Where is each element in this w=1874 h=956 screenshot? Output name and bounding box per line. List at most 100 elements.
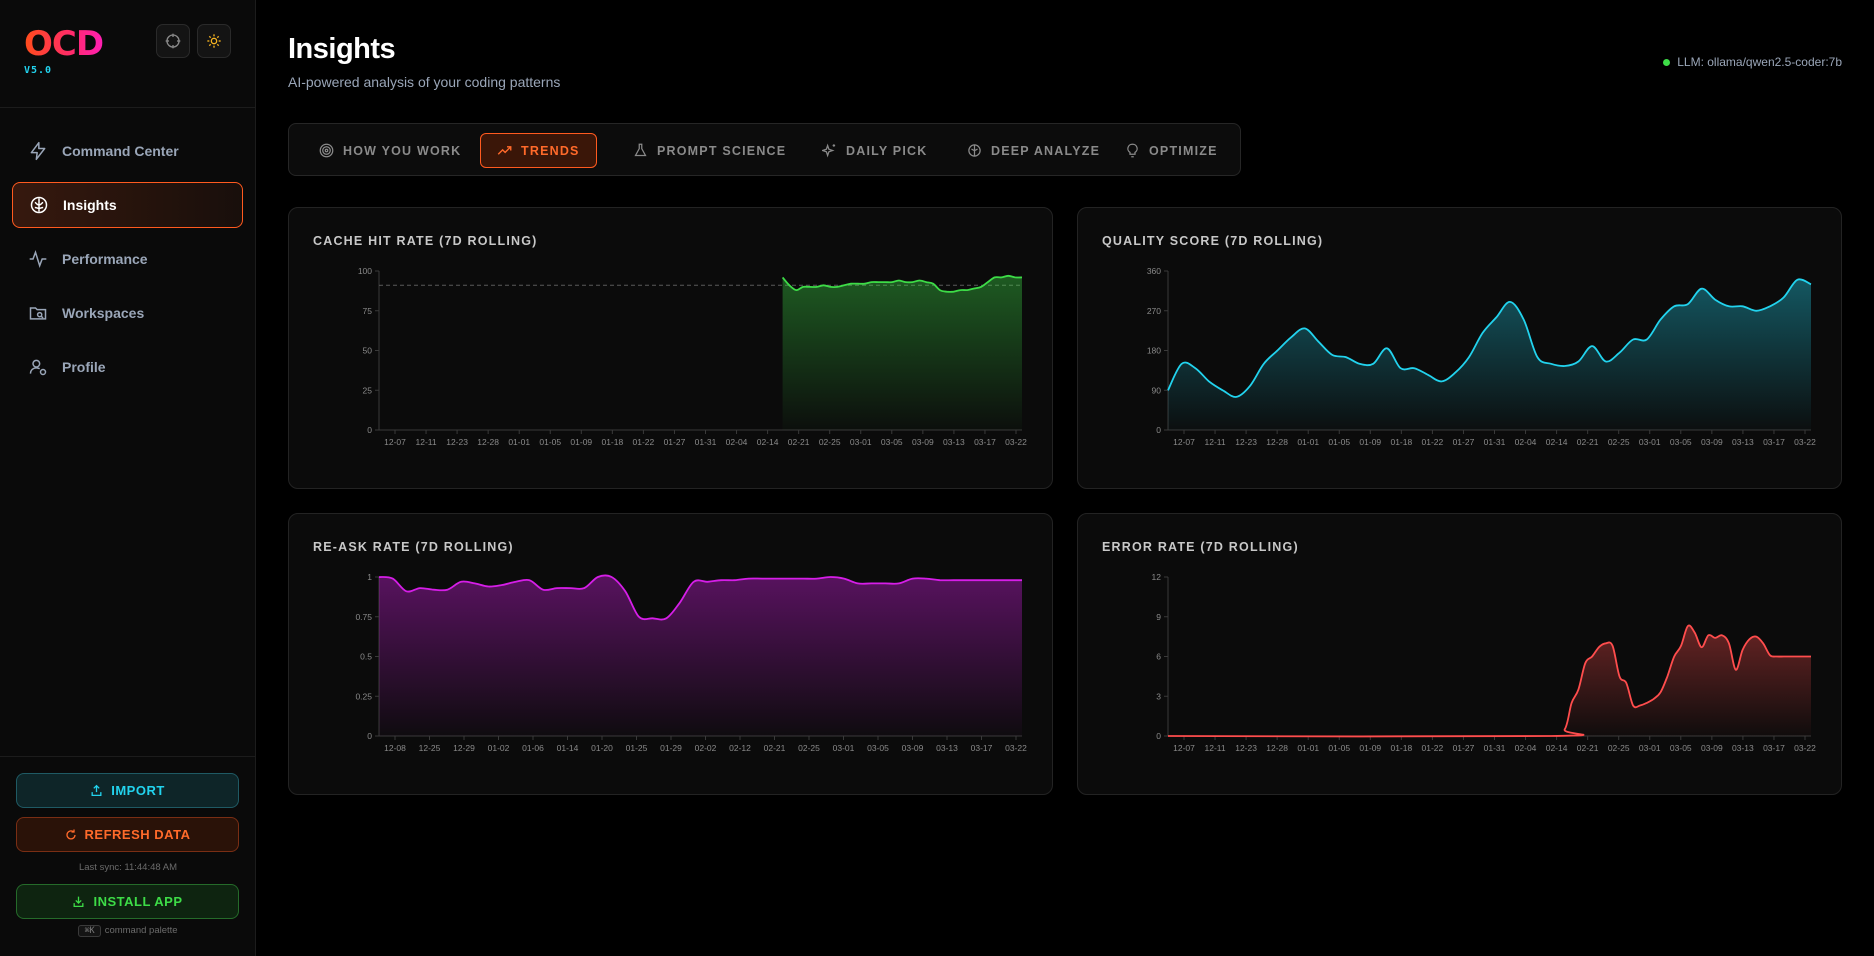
x-tick-label: 01-20 — [591, 743, 613, 753]
chart-title: CACHE HIT RATE (7D ROLLING) — [313, 234, 538, 248]
sidebar-item-profile[interactable]: Profile — [12, 344, 243, 390]
series-line — [378, 574, 1022, 621]
sidebar-item-performance[interactable]: Performance — [12, 236, 243, 282]
theme-toggle-button[interactable] — [197, 24, 231, 58]
tab-deep-analyze[interactable]: DEEP ANALYZE — [951, 133, 1116, 168]
y-tick-label: 12 — [1152, 572, 1162, 582]
x-tick-label: 12-23 — [1235, 743, 1257, 753]
x-tick-label: 02-25 — [1608, 743, 1630, 753]
x-tick-label: 01-22 — [633, 437, 655, 447]
trending-up-icon — [497, 146, 512, 155]
tab-label: HOW YOU WORK — [343, 143, 462, 158]
import-button[interactable]: IMPORT — [16, 773, 239, 808]
target-icon — [319, 143, 334, 158]
x-tick-label: 01-27 — [664, 437, 686, 447]
focus-button[interactable] — [156, 24, 190, 58]
x-tick-label: 01-22 — [1422, 437, 1444, 447]
x-tick-label: 01-02 — [488, 743, 510, 753]
quality-score-chart: 0 90 180 270 360 12-07 12-11 12-23 12-28 01-01 01-… — [1147, 266, 1816, 447]
x-tick-label: 12-25 — [419, 743, 441, 753]
bolt-icon — [30, 141, 46, 161]
x-tick-label: 02-12 — [729, 743, 751, 753]
x-tick-label: 03-01 — [1639, 743, 1661, 753]
y-tick-label: 180 — [1147, 346, 1161, 356]
llm-status: LLM: ollama/qwen2.5-coder:7b — [1663, 55, 1842, 69]
x-tick-label: 03-17 — [1763, 437, 1785, 447]
sidebar-item-insights[interactable]: Insights — [12, 182, 243, 228]
y-tick-label: 0.25 — [355, 691, 372, 701]
x-tick-label: 02-04 — [726, 437, 748, 447]
tab-label: OPTIMIZE — [1149, 143, 1218, 158]
series-line — [1167, 278, 1812, 398]
x-tick-label: 03-22 — [1794, 743, 1816, 753]
x-tick-label: 02-21 — [764, 743, 786, 753]
crosshair-icon — [165, 33, 181, 49]
tab-optimize[interactable]: OPTIMIZE — [1109, 133, 1234, 168]
page-title: Insights — [288, 33, 396, 65]
x-tick-label: 01-05 — [1328, 743, 1350, 753]
chart-card-error-rate: ERROR RATE (7D ROLLING) 0 3 6 9 12 12-07 12-11… — [1077, 513, 1842, 795]
x-tick-label: 02-21 — [1577, 743, 1599, 753]
tab-prompt-science[interactable]: PROMPT SCIENCE — [617, 133, 802, 168]
x-tick-label: 02-21 — [1577, 437, 1599, 447]
lightbulb-icon — [1127, 143, 1138, 158]
sparkles-icon — [822, 143, 836, 158]
shortcut-key: ⌘K — [78, 925, 101, 937]
chart-card-quality-score: QUALITY SCORE (7D ROLLING) 0 90 180 270 360 1… — [1077, 207, 1842, 489]
x-tick-label: 12-11 — [1204, 743, 1225, 753]
y-tick-label: 1 — [367, 572, 372, 582]
x-tick-label: 01-09 — [1359, 437, 1381, 447]
x-tick-label: 03-13 — [936, 743, 958, 753]
x-tick-label: 01-18 — [1390, 437, 1412, 447]
y-tick-label: 9 — [1156, 612, 1161, 622]
tab-label: DEEP ANALYZE — [991, 143, 1101, 158]
sidebar-item-command-center[interactable]: Command Center — [12, 128, 243, 174]
y-tick-label: 50 — [363, 346, 373, 356]
x-tick-label: 12-11 — [415, 437, 436, 447]
chart-title: RE-ASK RATE (7D ROLLING) — [313, 540, 514, 554]
x-tick-label: 03-09 — [912, 437, 934, 447]
refresh-icon — [65, 829, 76, 839]
x-tick-label: 01-01 — [1297, 437, 1319, 447]
x-tick-label: 03-05 — [867, 743, 889, 753]
x-tick-label: 01-01 — [1297, 743, 1319, 753]
install-app-button[interactable]: INSTALL APP — [16, 884, 239, 919]
x-tick-label: 03-09 — [902, 743, 924, 753]
x-tick-label: 12-28 — [1266, 743, 1288, 753]
refresh-data-button[interactable]: REFRESH DATA — [16, 817, 239, 852]
x-tick-label: 03-01 — [833, 743, 855, 753]
x-tick-label: 01-09 — [570, 437, 592, 447]
tab-how-you-work[interactable]: HOW YOU WORK — [303, 133, 477, 168]
re-ask-rate-chart: 0 0.25 0.5 0.75 1 12-08 12-25 12-29 01-02 01-06 01… — [355, 572, 1027, 753]
x-tick-label: 03-05 — [881, 437, 903, 447]
command-palette-hint[interactable]: ⌘K command palette — [0, 925, 256, 937]
x-tick-label: 01-29 — [660, 743, 682, 753]
status-dot-icon — [1663, 58, 1671, 66]
import-label: IMPORT — [111, 783, 165, 798]
sidebar: OCD V5.0 Command Center Insights Perform… — [0, 0, 256, 956]
app-logo[interactable]: OCD — [24, 24, 104, 64]
x-tick-label: 03-17 — [974, 437, 996, 447]
upload-icon — [91, 784, 102, 797]
y-tick-label: 0.5 — [360, 652, 372, 662]
y-tick-label: 6 — [1156, 652, 1161, 662]
x-tick-label: 01-22 — [1422, 743, 1444, 753]
y-tick-label: 100 — [358, 266, 372, 276]
tab-label: TRENDS — [521, 143, 580, 158]
x-tick-label: 02-02 — [695, 743, 717, 753]
x-tick-label: 03-22 — [1794, 437, 1816, 447]
x-tick-label: 12-23 — [1235, 437, 1257, 447]
tab-daily-pick[interactable]: DAILY PICK — [806, 133, 943, 168]
x-tick-label: 12-07 — [1173, 437, 1195, 447]
series-area — [1168, 279, 1811, 430]
page-subtitle: AI-powered analysis of your coding patte… — [288, 74, 561, 90]
y-tick-label: 0.75 — [355, 612, 372, 622]
y-tick-label: 270 — [1147, 306, 1161, 316]
chart-card-re-ask-rate: RE-ASK RATE (7D ROLLING) 0 0.25 0.5 0.75 1 12… — [288, 513, 1053, 795]
tab-trends[interactable]: TRENDS — [480, 133, 597, 168]
sidebar-item-workspaces[interactable]: Workspaces — [12, 290, 243, 336]
app-version: V5.0 — [24, 65, 53, 76]
sidebar-item-label: Profile — [62, 359, 106, 375]
x-tick-label: 01-01 — [508, 437, 530, 447]
x-tick-label: 01-14 — [557, 743, 579, 753]
